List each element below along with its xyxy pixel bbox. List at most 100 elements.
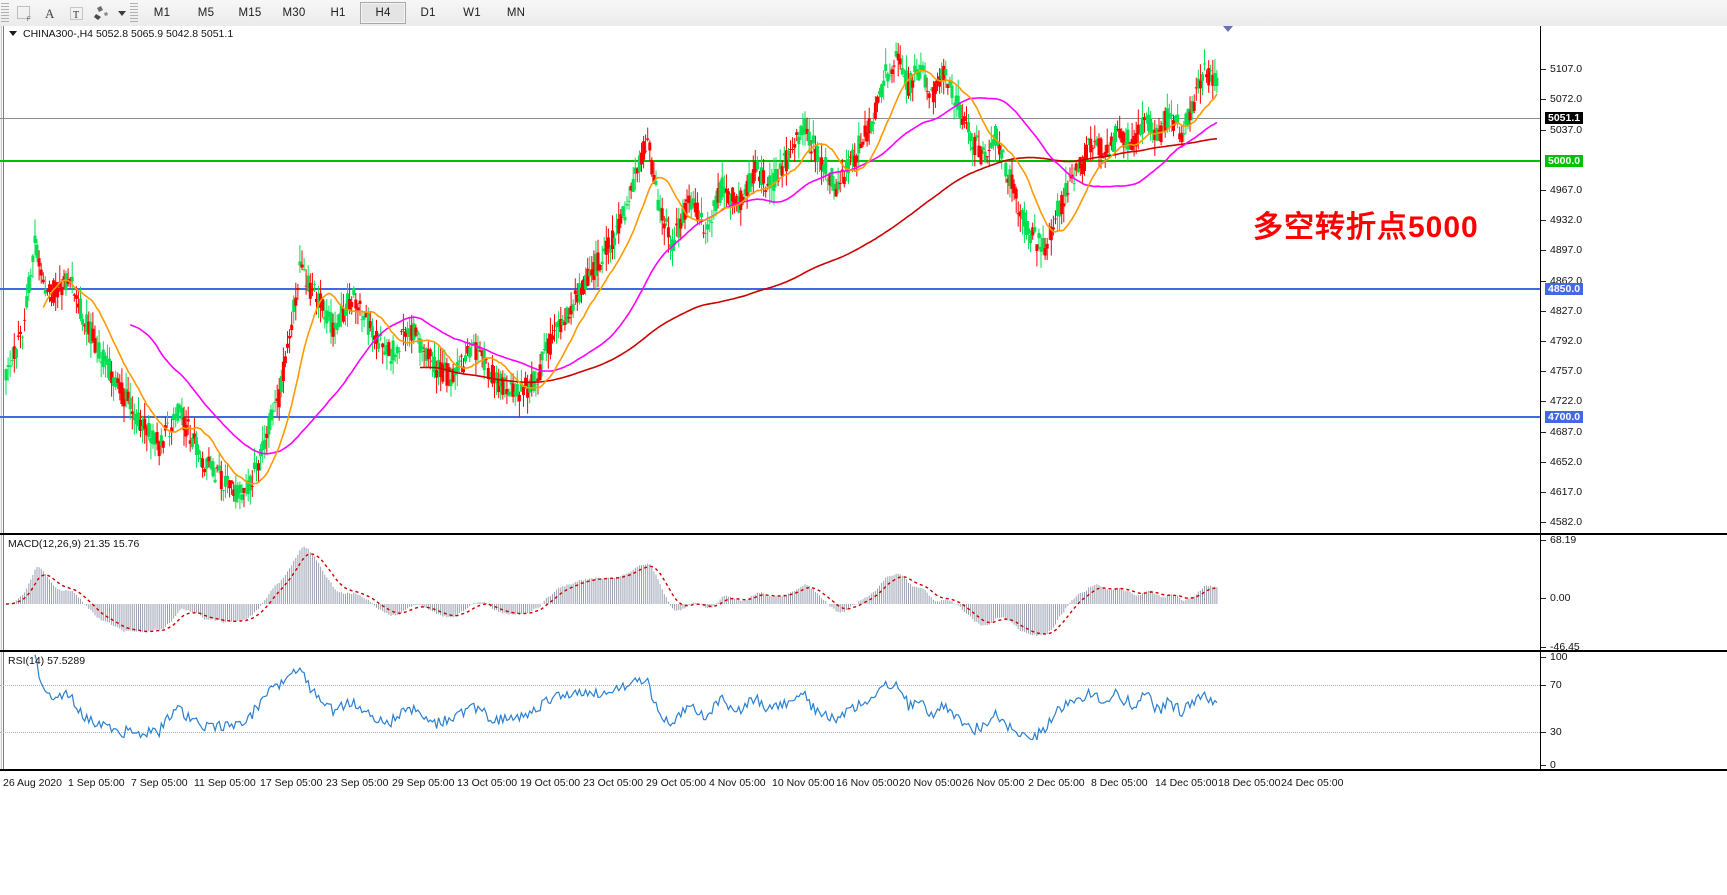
price-tick-label: 4757.0 xyxy=(1550,365,1583,377)
rsi-left-scale-handle[interactable] xyxy=(0,652,5,769)
price-tick-label: 4827.0 xyxy=(1550,305,1583,317)
rsi-band-70 xyxy=(0,685,1540,687)
objects-dropdown-icon[interactable] xyxy=(115,2,129,24)
timeframe-m5[interactable]: M5 xyxy=(197,7,215,19)
macd-tick-label: 0.00 xyxy=(1550,592,1571,604)
price-tick-label: 4652.0 xyxy=(1550,456,1583,468)
macd-plot[interactable] xyxy=(0,535,1540,650)
rsi-tick xyxy=(1541,685,1546,686)
price-tick-label: 4897.0 xyxy=(1550,244,1583,256)
price-level-tag[interactable]: 4850.0 xyxy=(1545,283,1584,295)
rsi-tick-label: 30 xyxy=(1550,726,1562,738)
rsi-tick-label: 0 xyxy=(1550,759,1556,771)
level-line-4850 xyxy=(0,288,1540,290)
rsi-tick-label: 70 xyxy=(1550,679,1562,691)
price-tick xyxy=(1541,130,1546,131)
time-axis-label: 17 Sep 05:00 xyxy=(260,777,323,789)
time-axis-label: 18 Dec 05:00 xyxy=(1218,777,1281,789)
rsi-series xyxy=(34,654,1218,741)
text-label-icon[interactable]: A xyxy=(37,2,63,24)
time-axis-label: 2 Dec 05:00 xyxy=(1028,777,1085,789)
text-box-icon[interactable]: T xyxy=(63,2,89,24)
price-tick-label: 4967.0 xyxy=(1550,184,1583,196)
toolbar-grip-1[interactable] xyxy=(1,3,9,23)
price-tick-label: 4687.0 xyxy=(1550,426,1583,438)
candlestick-series xyxy=(4,42,1219,510)
price-tick xyxy=(1541,401,1546,402)
price-tick xyxy=(1541,371,1546,372)
price-tick-label: 4932.0 xyxy=(1550,214,1583,226)
price-tick xyxy=(1541,281,1546,282)
macd-tick xyxy=(1541,647,1546,648)
timeframe-h1[interactable]: H1 xyxy=(330,7,346,19)
price-level-tag[interactable]: 5051.1 xyxy=(1545,112,1584,124)
macd-tick xyxy=(1541,540,1546,541)
time-axis-label: 19 Oct 05:00 xyxy=(520,777,581,789)
chart-annotation: 多空转折点5000 xyxy=(1253,211,1479,244)
rsi-tick xyxy=(1541,732,1546,733)
price-tick xyxy=(1541,69,1546,70)
time-axis-label: 11 Sep 05:00 xyxy=(194,777,256,789)
price-axis[interactable]: 5107.0 5072.0 5037.0 4967.0 4932.0 4897.0 4862… xyxy=(1540,26,1727,554)
price-pane[interactable]: CHINA300-,H4 5052.8 5065.9 5042.8 5051.1 xyxy=(0,26,1727,554)
price-tick xyxy=(1541,311,1546,312)
crosshair-icon[interactable]: F xyxy=(11,2,37,24)
price-level-tag[interactable]: 5000.0 xyxy=(1545,155,1584,167)
time-axis-label: 23 Oct 05:00 xyxy=(583,777,644,789)
toolbar-grip-2[interactable] xyxy=(130,3,138,23)
timeframe-d1[interactable]: D1 xyxy=(420,7,436,19)
time-axis-label: 23 Sep 05:00 xyxy=(326,777,389,789)
pane-left-scale-handle[interactable] xyxy=(0,26,5,533)
time-axis-label: 20 Nov 05:00 xyxy=(899,777,962,789)
price-tick xyxy=(1541,190,1546,191)
macd-axis[interactable]: 68.19 0.00 -46.45 xyxy=(1540,534,1727,653)
macd-tick-label: -46.45 xyxy=(1550,641,1580,653)
rsi-tick xyxy=(1541,657,1546,658)
timeframe-m15[interactable]: M15 xyxy=(238,7,262,19)
price-tick-label: 5107.0 xyxy=(1550,63,1583,75)
time-axis-label: 4 Nov 05:00 xyxy=(709,777,766,789)
rsi-plot[interactable] xyxy=(0,652,1540,769)
time-axis-label: 10 Nov 05:00 xyxy=(772,777,835,789)
price-tick-label: 4617.0 xyxy=(1550,486,1583,498)
macd-pane[interactable]: MACD(12,26,9) 21.35 15.76 68.19 0.00 -46.4… xyxy=(0,534,1727,653)
timeframe-h4[interactable]: H4 xyxy=(360,2,406,24)
timeframe-m1[interactable]: M1 xyxy=(153,7,171,19)
svg-text:F: F xyxy=(27,17,31,22)
rsi-band-30 xyxy=(0,732,1540,734)
timeframe-mn[interactable]: MN xyxy=(506,7,526,19)
level-line-4700 xyxy=(0,416,1540,418)
time-axis-label: 29 Oct 05:00 xyxy=(646,777,707,789)
rsi-pane[interactable]: RSI(14) 57.5289 100 70 30 0 xyxy=(0,651,1727,771)
svg-text:T: T xyxy=(73,10,79,21)
price-tick-label: 5072.0 xyxy=(1550,93,1583,105)
svg-text:A: A xyxy=(45,6,55,21)
time-axis-label: 14 Dec 05:00 xyxy=(1155,777,1218,789)
objects-icon[interactable] xyxy=(89,2,115,24)
macd-label: MACD(12,26,9) 21.35 15.76 xyxy=(8,538,140,550)
time-axis[interactable]: 26 Aug 2020 1 Sep 05:00 7 Sep 05:00 11 Sep … xyxy=(0,770,1727,895)
time-axis-label: 8 Dec 05:00 xyxy=(1091,777,1148,789)
timeframe-w1[interactable]: W1 xyxy=(463,7,481,19)
price-tick-label: 4792.0 xyxy=(1550,335,1583,347)
price-plot[interactable]: 多空转折点5000 xyxy=(0,26,1540,533)
price-tick xyxy=(1541,99,1546,100)
price-tick-label: 4582.0 xyxy=(1550,516,1583,528)
crosshair-marker xyxy=(1223,26,1233,32)
price-tick-label: 5037.0 xyxy=(1550,124,1583,136)
chevron-down-icon[interactable] xyxy=(9,31,17,36)
chart-area[interactable]: CHINA300-,H4 5052.8 5065.9 5042.8 5051.1 xyxy=(0,26,1727,895)
price-tick xyxy=(1541,250,1546,251)
price-level-tag[interactable]: 4700.0 xyxy=(1545,411,1584,423)
symbol-header: CHINA300-,H4 5052.8 5065.9 5042.8 5051.1 xyxy=(0,26,1727,41)
time-axis-label: 29 Sep 05:00 xyxy=(392,777,455,789)
macd-tick-label: 68.19 xyxy=(1550,534,1577,546)
price-tick xyxy=(1541,432,1546,433)
timeframe-m30[interactable]: M30 xyxy=(282,7,306,19)
rsi-axis[interactable]: 100 70 30 0 xyxy=(1540,651,1727,771)
symbol-ohlc-text: CHINA300-,H4 5052.8 5065.9 5042.8 5051.1 xyxy=(23,27,234,40)
macd-tick xyxy=(1541,598,1546,599)
macd-left-scale-handle[interactable] xyxy=(0,535,5,650)
rsi-label: RSI(14) 57.5289 xyxy=(8,655,86,667)
